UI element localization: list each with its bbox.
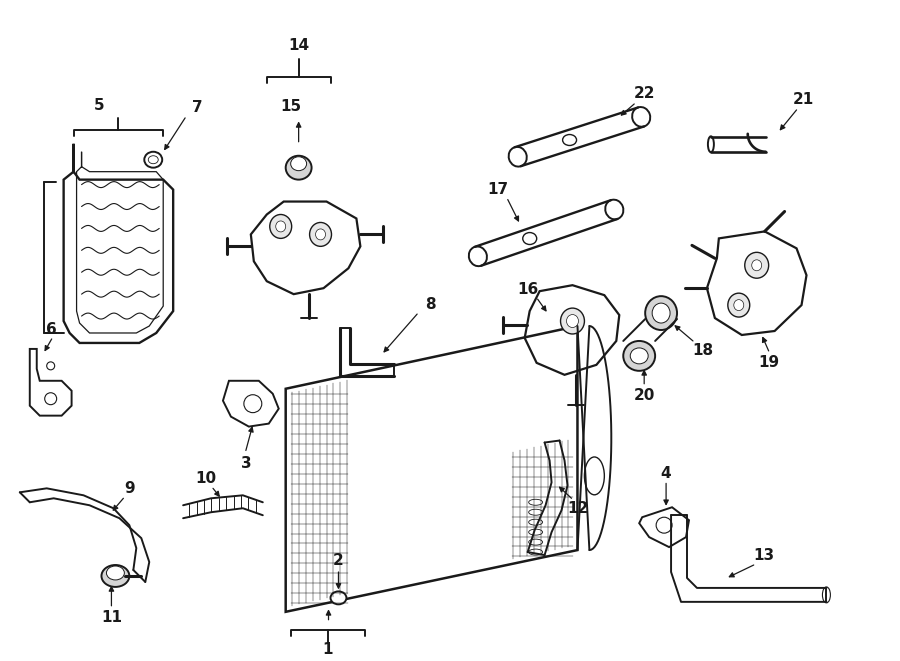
Ellipse shape xyxy=(523,233,536,245)
Text: 9: 9 xyxy=(124,481,135,496)
Ellipse shape xyxy=(632,107,651,127)
Text: 5: 5 xyxy=(94,98,104,114)
Text: 12: 12 xyxy=(567,501,588,516)
Text: 8: 8 xyxy=(425,297,436,311)
Ellipse shape xyxy=(561,308,584,334)
Text: 18: 18 xyxy=(692,344,714,358)
Ellipse shape xyxy=(566,315,579,327)
Ellipse shape xyxy=(745,253,769,278)
Ellipse shape xyxy=(584,457,604,495)
Text: 20: 20 xyxy=(634,388,655,403)
Text: 7: 7 xyxy=(192,100,202,116)
Text: 16: 16 xyxy=(517,282,538,297)
Text: 21: 21 xyxy=(793,93,814,108)
Ellipse shape xyxy=(645,296,677,330)
Text: 19: 19 xyxy=(758,356,779,370)
Ellipse shape xyxy=(823,587,831,603)
Ellipse shape xyxy=(734,299,743,311)
Ellipse shape xyxy=(275,221,285,232)
Text: 3: 3 xyxy=(240,456,251,471)
Ellipse shape xyxy=(605,200,624,219)
Ellipse shape xyxy=(562,135,577,145)
Text: 14: 14 xyxy=(288,38,310,53)
Ellipse shape xyxy=(752,260,761,271)
Text: 11: 11 xyxy=(101,610,122,625)
Ellipse shape xyxy=(285,156,311,180)
Text: 4: 4 xyxy=(661,466,671,481)
Ellipse shape xyxy=(728,293,750,317)
Ellipse shape xyxy=(144,152,162,168)
Text: 15: 15 xyxy=(280,99,302,114)
Ellipse shape xyxy=(270,214,292,239)
Text: 10: 10 xyxy=(195,471,217,486)
Ellipse shape xyxy=(708,136,714,152)
Ellipse shape xyxy=(652,303,670,323)
Text: 13: 13 xyxy=(753,547,774,563)
Ellipse shape xyxy=(630,348,648,364)
Ellipse shape xyxy=(316,229,326,240)
Ellipse shape xyxy=(106,566,124,580)
Ellipse shape xyxy=(291,157,307,171)
Text: 6: 6 xyxy=(46,321,57,336)
Ellipse shape xyxy=(469,247,487,266)
Ellipse shape xyxy=(310,223,331,247)
Ellipse shape xyxy=(102,565,130,587)
Text: 22: 22 xyxy=(634,87,655,102)
Ellipse shape xyxy=(508,147,526,167)
Text: 1: 1 xyxy=(323,642,333,657)
Text: 17: 17 xyxy=(487,182,508,197)
Text: 2: 2 xyxy=(333,553,344,568)
Ellipse shape xyxy=(330,592,346,604)
Ellipse shape xyxy=(624,341,655,371)
Ellipse shape xyxy=(148,156,158,164)
